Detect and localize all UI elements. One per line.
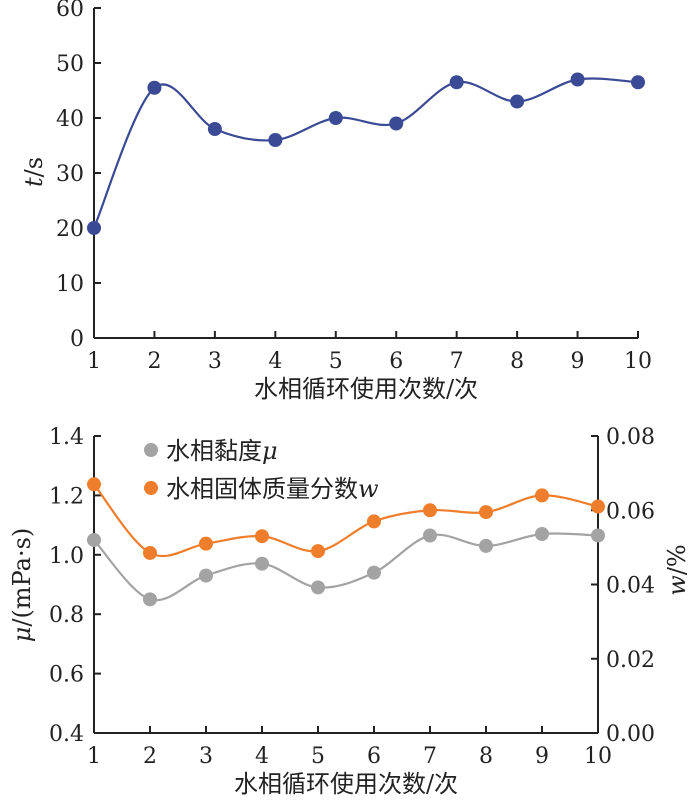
viscosity-data-point	[591, 528, 605, 543]
top-data-point	[389, 116, 404, 131]
top-x-tick-label: 5	[329, 349, 343, 374]
solid-fraction-data-point	[591, 499, 605, 514]
legend-label-viscosity: 水相黏度μ	[166, 437, 278, 465]
solid-fraction-data-point	[535, 488, 549, 503]
bottom-left-y-ticks: 0.4 0.6 0.8 1.0 1.2 1.4	[49, 425, 101, 747]
solid-fraction-data-point	[423, 503, 437, 518]
top-y-tick-label: 50	[56, 52, 84, 77]
bottom-x-tick-label: 4	[255, 744, 269, 769]
top-data-point	[631, 75, 645, 90]
bottom-x-tick-label: 3	[199, 744, 213, 769]
top-y-tick-label: 60	[56, 0, 84, 22]
top-x-axis-label: 水相循环使用次数/次	[254, 375, 478, 403]
viscosity-data-point	[143, 592, 157, 607]
legend: 水相黏度μ 水相固体质量分数w	[144, 437, 379, 503]
top-y-ticks: 0 10 20 30 40 50 60	[56, 0, 101, 352]
top-data-point	[570, 72, 585, 87]
bottom-left-y-tick-label: 0.8	[49, 603, 84, 628]
top-y-axis-label: t/s	[20, 157, 48, 187]
bottom-left-y-axis-label: μ/(mPa·s)	[8, 528, 36, 643]
top-y-tick-label: 40	[56, 107, 84, 132]
top-x-tick-label: 3	[208, 349, 222, 374]
top-x-tick-label: 1	[87, 349, 101, 374]
solid-fraction-data-point	[255, 529, 269, 544]
top-y-tick-label: 10	[56, 272, 84, 297]
bottom-series	[87, 477, 605, 607]
top-x-tick-label: 10	[624, 349, 652, 374]
bottom-x-tick-label: 1	[87, 744, 101, 769]
bottom-left-y-tick-label: 0.4	[49, 722, 84, 747]
top-x-tick-label: 9	[571, 349, 585, 374]
top-x-ticks: 1 2 3 4 5 6 7 8 9 10	[87, 331, 652, 374]
bottom-right-y-tick-label: 0.02	[606, 648, 655, 673]
top-data-point	[268, 133, 283, 147]
solid-fraction-data-point	[87, 477, 101, 492]
top-x-tick-label: 4	[268, 349, 282, 374]
top-series	[87, 72, 645, 235]
bottom-right-y-tick-label: 0.06	[606, 499, 655, 524]
top-y-tick-label: 30	[56, 162, 84, 187]
bottom-x-axis-label: 水相循环使用次数/次	[234, 770, 458, 798]
bottom-right-y-tick-label: 0.08	[606, 425, 655, 450]
bottom-left-y-tick-label: 1.2	[49, 484, 84, 509]
viscosity-data-point	[199, 568, 213, 583]
top-data-point	[147, 80, 162, 95]
bottom-x-ticks: 1 2 3 4 5 6 7 8 9 10	[87, 726, 612, 769]
viscosity-series-line	[93, 532, 599, 602]
top-x-tick-label: 2	[147, 349, 161, 374]
top-chart: 0 10 20 30 40 50 60 1 2 3 4 5 6 7 8 9 10 t/s 水相循环使用次数/次	[20, 0, 652, 403]
solid-fraction-data-point	[367, 514, 381, 529]
viscosity-data-point	[255, 556, 269, 571]
top-data-point	[207, 122, 222, 136]
bottom-right-y-tick-label: 0.00	[606, 722, 655, 747]
viscosity-data-point	[479, 538, 493, 553]
bottom-x-tick-label: 8	[479, 744, 493, 769]
top-data-point	[510, 94, 525, 109]
top-x-tick-label: 7	[450, 349, 464, 374]
bottom-right-y-tick-label: 0.04	[606, 574, 655, 599]
solid-fraction-series-line	[93, 483, 599, 558]
bottom-x-tick-label: 5	[311, 744, 325, 769]
viscosity-data-point	[423, 528, 437, 543]
top-x-tick-label: 6	[389, 349, 403, 374]
solid-fraction-data-point	[143, 545, 157, 560]
bottom-right-y-axis-label: w/%	[663, 544, 691, 595]
bottom-x-tick-label: 10	[584, 744, 612, 769]
top-data-point	[328, 111, 343, 125]
top-y-tick-label: 0	[70, 327, 84, 352]
viscosity-data-point	[367, 565, 381, 580]
bottom-left-y-tick-label: 1.0	[49, 544, 84, 569]
top-y-tick-label: 20	[56, 217, 84, 242]
solid-fraction-data-point	[311, 544, 325, 559]
viscosity-data-point	[311, 580, 325, 595]
top-series-line	[92, 77, 639, 229]
solid-fraction-data-point	[479, 505, 493, 520]
bottom-left-y-tick-label: 1.4	[49, 425, 84, 450]
viscosity-data-point	[535, 527, 549, 542]
bottom-x-tick-label: 6	[367, 744, 381, 769]
viscosity-data-point	[87, 532, 101, 547]
bottom-chart: 0.40.60.81.01.21.4 0.000.020.040.060.08 …	[8, 425, 691, 798]
bottom-right-y-ticks: 0.00 0.02 0.04 0.06 0.08	[591, 425, 655, 747]
bottom-x-tick-label: 7	[423, 744, 437, 769]
bottom-x-tick-label: 2	[143, 744, 157, 769]
bottom-x-tick-label: 9	[535, 744, 549, 769]
legend-marker-solid-fraction	[144, 481, 158, 495]
top-x-tick-label: 8	[510, 349, 524, 374]
bottom-left-y-tick-label: 0.6	[49, 663, 84, 688]
solid-fraction-data-point	[199, 536, 213, 551]
legend-label-solid-fraction: 水相固体质量分数w	[166, 475, 379, 503]
top-data-point	[449, 75, 464, 90]
top-data-point	[87, 221, 101, 235]
legend-marker-viscosity	[144, 443, 158, 457]
